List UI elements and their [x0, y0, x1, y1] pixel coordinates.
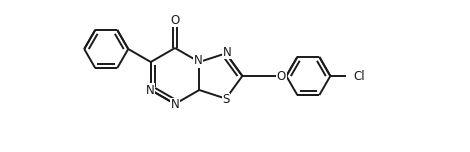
Text: O: O	[170, 14, 180, 26]
Text: S: S	[222, 93, 229, 106]
Text: Cl: Cl	[353, 69, 365, 83]
Text: O: O	[277, 69, 286, 83]
Text: N: N	[222, 46, 231, 59]
Text: N: N	[194, 55, 203, 67]
Text: N: N	[171, 98, 180, 112]
Text: N: N	[145, 83, 154, 97]
